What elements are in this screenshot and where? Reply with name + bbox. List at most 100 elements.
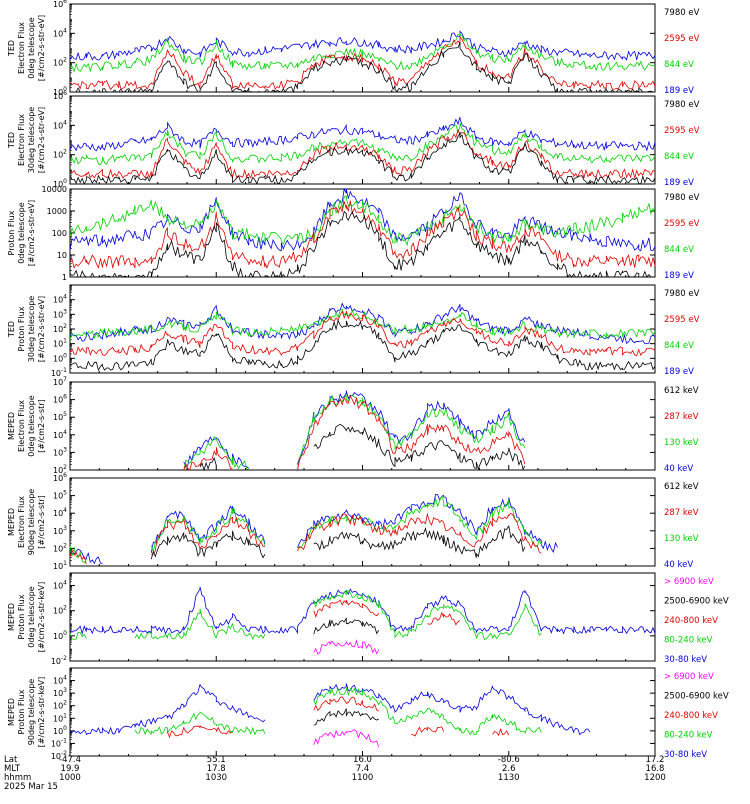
legend-entry: 7980 eV xyxy=(664,289,700,299)
time-axis-value-mlt: 2.6 xyxy=(502,764,516,774)
y-tick-label: 100 xyxy=(53,630,67,641)
y-axis-label-line: TED xyxy=(7,40,16,57)
y-tick-label: 106 xyxy=(53,0,67,9)
series-line-black xyxy=(313,708,379,726)
series-line-black xyxy=(70,42,655,94)
series-line-blue xyxy=(69,30,656,61)
series-line-black xyxy=(150,525,526,560)
time-axis-value-mlt: 16.8 xyxy=(646,764,665,774)
y-tick-label: 104 xyxy=(53,294,67,305)
legend-entry: 30-80 keV xyxy=(664,655,707,665)
series-line-blue xyxy=(183,390,526,469)
legend-entry: 40 keV xyxy=(664,464,693,474)
series-line-green xyxy=(134,687,542,736)
series-line-red xyxy=(69,200,656,270)
y-tick-label: 101 xyxy=(53,712,67,723)
legend-entry: 844 eV xyxy=(664,152,694,162)
series-line-magenta xyxy=(313,729,380,748)
legend-entry: 240-800 keV xyxy=(664,711,718,721)
time-axis-value-lat: -80.6 xyxy=(498,755,520,765)
y-tick-label: 100 xyxy=(53,352,67,363)
y-tick-label: 103 xyxy=(53,525,67,536)
legend-entry: 130 keV xyxy=(664,534,699,544)
series-line-magenta xyxy=(313,639,380,655)
legend-entry: 189 eV xyxy=(664,86,694,96)
y-tick-label: 107 xyxy=(53,376,67,387)
series-line-red xyxy=(313,599,461,626)
series-line-green xyxy=(69,33,656,73)
y-tick-label: 100 xyxy=(53,178,67,189)
y-tick-label: 104 xyxy=(53,429,67,440)
y-tick-label: 103 xyxy=(53,308,67,319)
time-axis-value-hhmm: 1000 xyxy=(59,773,81,783)
y-tick-label: 104 xyxy=(53,119,67,130)
y-tick-label: 10-1 xyxy=(51,367,67,378)
series-line-black xyxy=(69,131,656,185)
time-axis-value-mlt: 7.4 xyxy=(356,764,370,774)
y-tick-label: 106 xyxy=(53,90,67,101)
y-tick-label: 10-1 xyxy=(51,737,67,748)
y-axis-label-line: [#/cm2-s-str] xyxy=(37,495,46,548)
series-line-green xyxy=(183,394,526,471)
series-line-red xyxy=(69,512,542,565)
legend-entry: 189 eV xyxy=(664,271,694,281)
panel-3: 1 10 100 1000 10000 Proton Flux 0deg telescope… xyxy=(7,185,700,282)
panel-4: 10-1 100 101 102 103 104 TED Proton Flux 30deg t… xyxy=(7,284,700,378)
y-axis-label-line: [#/cm2-s-str-keV] xyxy=(37,582,46,653)
y-tick-label: 102 xyxy=(53,542,67,553)
y-tick-label: 104 xyxy=(53,580,67,591)
legend-entry: 2500-6900 keV xyxy=(664,597,729,607)
series-line-black xyxy=(69,319,656,372)
panel-7: 10-2 100 102 104 MEPED Proton Flux 0deg telesc… xyxy=(7,572,729,666)
y-axis-label-line: MEPED xyxy=(7,412,16,440)
series-line-blue xyxy=(69,116,656,152)
legend-entry: 130 keV xyxy=(664,438,699,448)
series-line-green xyxy=(69,195,656,247)
y-axis-label-line: Proton Flux xyxy=(17,306,26,351)
y-axis-label-line: [#/cm2-s-str-eV] xyxy=(37,107,46,173)
legend-entry: 30-80 keV xyxy=(664,750,707,760)
series-line-red xyxy=(69,310,656,357)
legend-entry: 80-240 keV xyxy=(664,731,713,741)
y-axis-label-line: [#/cm2-s-str-keV] xyxy=(37,677,46,748)
y-tick-label: 100 xyxy=(53,86,67,97)
time-axis-row-label: MLT xyxy=(4,764,21,774)
y-tick-label: 10000 xyxy=(42,185,67,194)
time-axis-value-hhmm: 1130 xyxy=(498,773,520,783)
y-tick-label: 103 xyxy=(53,446,67,457)
legend-entry: 844 eV xyxy=(664,60,694,70)
series-line-red xyxy=(69,35,656,91)
legend-entry: 80-240 keV xyxy=(664,636,713,646)
y-axis-label-line: 0deg telescope xyxy=(27,586,36,647)
time-axis-row-label: Lat xyxy=(4,755,18,765)
y-tick-label: 100 xyxy=(52,229,67,238)
time-axis-value-lat: 17.2 xyxy=(646,755,665,765)
legend-entry: 2595 eV xyxy=(664,34,700,44)
legend-entry: 189 eV xyxy=(664,367,694,377)
legend-entry: 612 keV xyxy=(664,482,699,492)
legend-entry: 40 keV xyxy=(664,560,693,570)
time-axis-value-mlt: 17.8 xyxy=(207,764,226,774)
panel-2: 100 102 104 106 TED Electron Flux 30deg telesc… xyxy=(7,90,700,189)
time-axis-value-lat: 55.1 xyxy=(207,755,226,765)
series-line-green xyxy=(69,308,656,340)
series-line-blue xyxy=(69,187,656,252)
y-tick-label: 105 xyxy=(53,411,67,422)
series-line-red xyxy=(69,128,656,179)
y-axis-label-line: TED xyxy=(7,132,16,149)
y-tick-label: 102 xyxy=(53,700,67,711)
legend-entry: 7980 eV xyxy=(664,100,700,110)
y-tick-label: 103 xyxy=(53,687,67,698)
legend-entry: 612 keV xyxy=(664,386,699,396)
legend-entry: 7980 eV xyxy=(664,8,700,18)
legend-entry: 844 eV xyxy=(664,245,694,255)
legend-entry: 2500-6900 keV xyxy=(664,692,729,702)
y-tick-label: 106 xyxy=(53,394,67,405)
y-axis-label-line: TED xyxy=(7,321,16,338)
plot-frame xyxy=(69,667,656,757)
series-line-black xyxy=(69,210,655,279)
y-tick-label: 105 xyxy=(53,490,67,501)
y-axis-label-line: Electron Flux xyxy=(17,22,26,74)
series-line-green xyxy=(69,590,542,641)
